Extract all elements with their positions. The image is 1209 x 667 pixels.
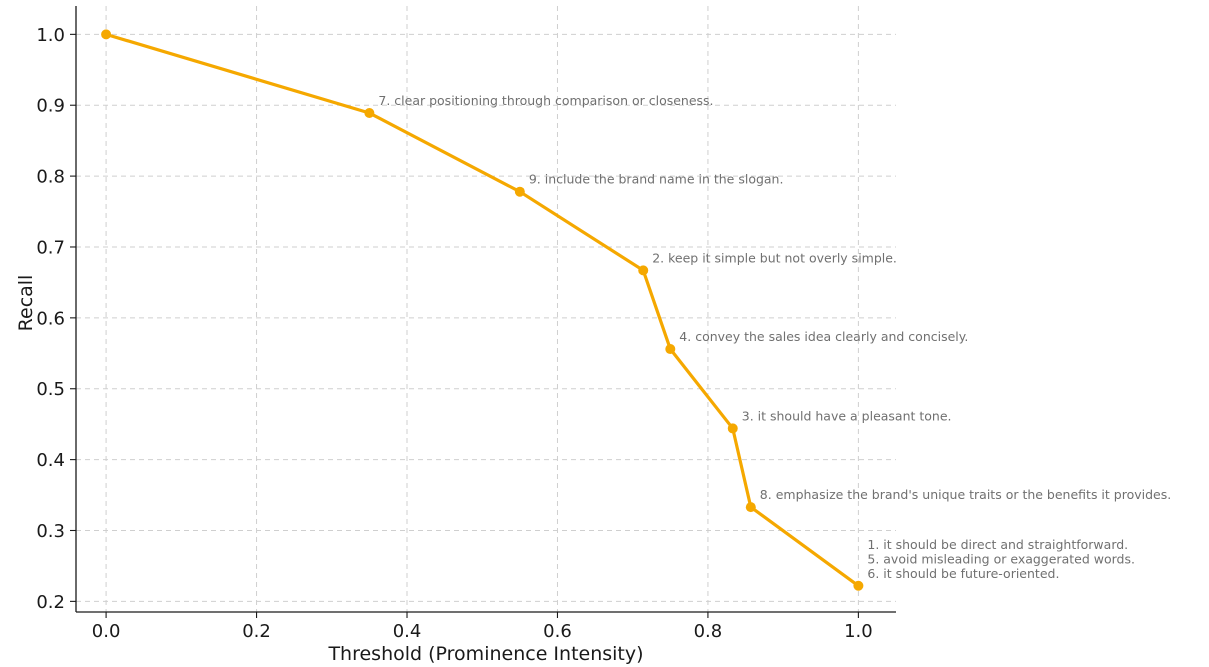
annotation-label: 1. it should be direct and straightforwa… — [867, 537, 1128, 552]
x-axis-title: Threshold (Prominence Intensity) — [327, 643, 643, 665]
y-tick-label: 0.8 — [36, 167, 65, 188]
annotation-label: 3. it should have a pleasant tone. — [742, 408, 952, 423]
y-axis-title: Recall — [15, 275, 37, 332]
x-tick-label: 0.0 — [92, 621, 121, 642]
series-line — [105, 32, 860, 588]
data-point — [853, 580, 864, 591]
annotation-label: 2. keep it simple but not overly simple. — [652, 250, 897, 265]
x-tick-label: 0.6 — [543, 621, 572, 642]
x-tick-label: 1.0 — [844, 621, 873, 642]
annotation-label: 6. it should be future-oriented. — [867, 566, 1059, 581]
data-point — [727, 423, 738, 434]
annotation-label: 5. avoid misleading or exaggerated words… — [867, 551, 1135, 566]
data-point — [101, 29, 112, 40]
data-point — [665, 344, 676, 355]
x-tick-label: 0.4 — [393, 621, 422, 642]
x-tick-label: 0.2 — [242, 621, 271, 642]
y-tick-label: 0.4 — [36, 450, 65, 471]
grid — [76, 6, 896, 612]
annotation-label: 4. convey the sales idea clearly and con… — [679, 329, 968, 344]
data-point — [745, 502, 756, 513]
y-tick-label: 0.7 — [36, 237, 65, 258]
axes — [75, 6, 896, 613]
series — [101, 29, 864, 591]
annotation-label: 7. clear positioning through comparison … — [378, 93, 713, 108]
y-tick-label: 0.9 — [36, 96, 65, 117]
annotations: 7. clear positioning through comparison … — [378, 93, 1171, 581]
data-point — [638, 265, 649, 276]
x-tick-label: 0.8 — [694, 621, 723, 642]
y-tick-label: 0.6 — [36, 308, 65, 329]
y-tick-label: 0.5 — [36, 379, 65, 400]
y-tick-label: 1.0 — [36, 25, 65, 46]
data-point — [364, 108, 375, 119]
annotation-label: 9. include the brand name in the slogan. — [529, 172, 784, 187]
y-tick-label: 0.3 — [36, 521, 65, 542]
y-tick-label: 0.2 — [36, 592, 65, 613]
annotation-label: 8. emphasize the brand's unique traits o… — [760, 487, 1171, 502]
data-point — [514, 186, 525, 197]
ticks: 0.0 0.2 0.4 0.6 0.8 1.0 0.2 0.3 0.4 0.5 0.6 0.7 0.8 0… — [36, 25, 872, 642]
